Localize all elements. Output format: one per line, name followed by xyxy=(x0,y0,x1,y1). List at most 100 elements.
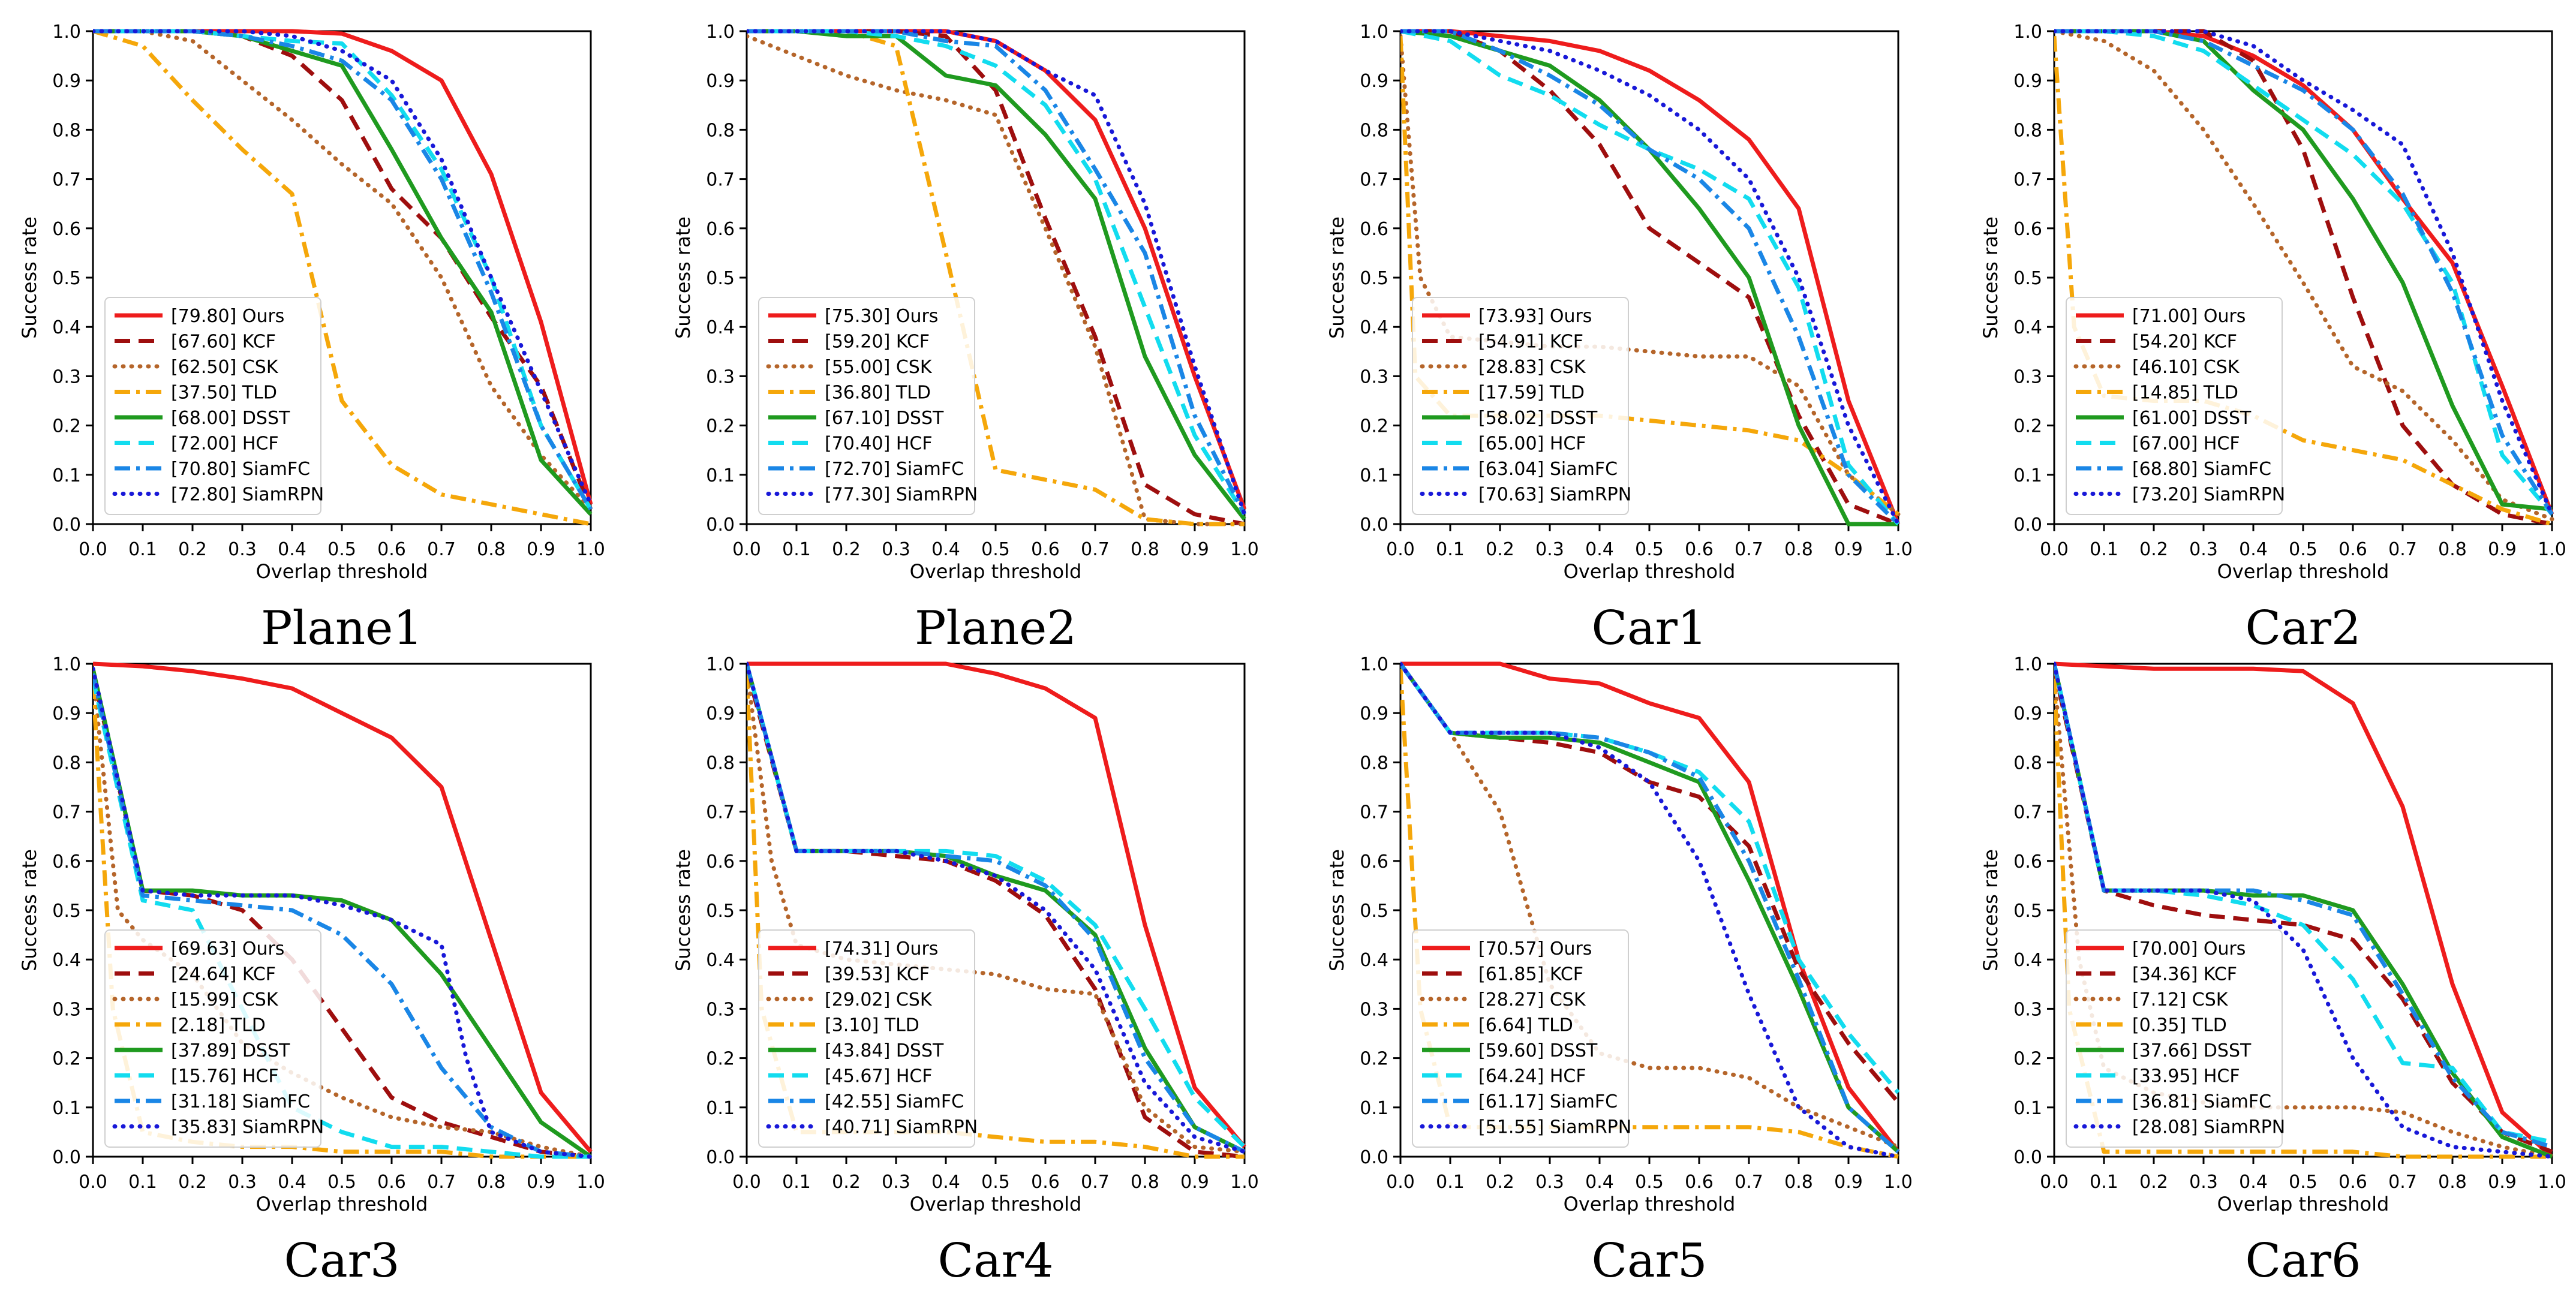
series-line-csk xyxy=(747,34,1247,526)
x-tick-label: 0.5 xyxy=(1635,539,1664,560)
legend-entry: [70.00] Ours xyxy=(2132,938,2246,959)
series-line-ours xyxy=(747,661,1246,1148)
y-axis-label: Success rate xyxy=(1325,216,1348,339)
legend-entry: [6.64] TLD xyxy=(1478,1015,1573,1036)
legend-entry: [63.04] SiamFC xyxy=(1478,459,1618,480)
legend-entry: [72.00] HCF xyxy=(171,434,279,455)
x-tick-label: 0.0 xyxy=(79,1172,107,1193)
x-axis-label: Overlap threshold xyxy=(910,1193,1082,1215)
x-tick-label: 0.7 xyxy=(1735,539,1763,560)
legend-entry: [61.17] SiamFC xyxy=(1478,1091,1618,1112)
series-line-tld xyxy=(93,29,591,526)
x-tick-label: 0.9 xyxy=(1834,539,1863,560)
y-tick-label: 0.2 xyxy=(2013,416,2042,437)
x-tick-label: 0.8 xyxy=(1784,539,1813,560)
series-lines xyxy=(93,661,593,1159)
series-line-siamfc xyxy=(2054,663,2553,1149)
x-tick-label: 0.3 xyxy=(1535,539,1564,560)
y-tick-label: 0.5 xyxy=(706,268,735,289)
y-axis-label: Success rate xyxy=(18,216,41,339)
legend-entry: [54.91] KCF xyxy=(1478,332,1583,353)
legend: [74.31] Ours [39.53] KCF [29.02] CSK [3.10]… xyxy=(758,929,978,1148)
legend-box xyxy=(758,929,975,1148)
y-tick-label: 0.3 xyxy=(2013,366,2042,387)
x-tick-label: 0.0 xyxy=(2040,1172,2069,1193)
series-line-siamrpn xyxy=(2054,29,2554,517)
x-tick-label: 0.8 xyxy=(2438,539,2467,560)
chart-panel-car2: 0.0 0.1 0.2 0.3 0.4 0.5 0.6 0.7 0.8 0.9 1.0 0.0 0.1 0… xyxy=(1979,22,2566,655)
x-axis-label: Overlap threshold xyxy=(256,560,428,583)
x-tick-label: 0.0 xyxy=(732,539,761,560)
x-tick-label: 0.6 xyxy=(1685,539,1714,560)
x-tick-label: 0.9 xyxy=(527,1172,555,1193)
legend-entry: [37.50] TLD xyxy=(171,383,277,404)
legend-entry: [68.00] DSST xyxy=(171,408,290,429)
chart-panel-plane2: 0.0 0.1 0.2 0.3 0.4 0.5 0.6 0.7 0.8 0.9 1.0 0.0 0.1 0… xyxy=(672,22,1259,655)
legend-entry: [37.89] DSST xyxy=(171,1040,290,1061)
panel-caption: Plane2 xyxy=(915,601,1077,655)
y-tick-label: 0.2 xyxy=(52,416,81,437)
chart-panel-car1: 0.0 0.1 0.2 0.3 0.4 0.5 0.6 0.7 0.8 0.9 1.0 0.0 0.1 0… xyxy=(1325,22,1913,655)
y-tick-label: 0.1 xyxy=(706,465,735,486)
legend: [75.30] Ours [59.20] KCF [55.00] CSK [36.80… xyxy=(758,297,978,515)
y-tick-label: 0.6 xyxy=(2013,219,2042,240)
x-tick-label: 1.0 xyxy=(576,539,605,560)
y-tick-label: 0.0 xyxy=(706,514,735,535)
series-line-csk xyxy=(93,29,593,511)
y-tick-label: 0.7 xyxy=(52,170,81,191)
y-tick-label: 0.1 xyxy=(1360,465,1388,486)
x-tick-label: 0.1 xyxy=(128,1172,157,1193)
x-tick-label: 0.5 xyxy=(981,1172,1010,1193)
y-axis-label: Success rate xyxy=(1325,849,1348,971)
x-tick-label: 0.7 xyxy=(427,1172,456,1193)
x-tick-label: 0.7 xyxy=(1081,539,1110,560)
panel-caption: Car4 xyxy=(937,1234,1053,1288)
y-tick-label: 0.1 xyxy=(1360,1098,1388,1119)
y-axis-label: Success rate xyxy=(672,216,695,339)
x-axis-label: Overlap threshold xyxy=(2217,1193,2389,1215)
legend-entry: [46.10] CSK xyxy=(2132,357,2240,378)
x-tick-label: 0.0 xyxy=(732,1172,761,1193)
legend-entry: [51.55] SiamRPN xyxy=(1478,1117,1631,1138)
x-tick-label: 0.8 xyxy=(477,1172,506,1193)
y-tick-label: 1.0 xyxy=(52,22,81,43)
legend-entry: [55.00] CSK xyxy=(825,357,933,378)
legend-box xyxy=(2066,297,2283,515)
series-line-hcf xyxy=(1400,662,1900,1094)
x-axis-label: Overlap threshold xyxy=(910,560,1082,583)
legend-entry: [34.36] KCF xyxy=(2132,964,2237,985)
x-axis-label: Overlap threshold xyxy=(2217,560,2389,583)
series-line-tld xyxy=(747,29,1245,526)
x-tick-label: 0.7 xyxy=(1735,1172,1763,1193)
legend-entry: [58.02] DSST xyxy=(1478,408,1598,429)
x-tick-label: 0.1 xyxy=(782,539,811,560)
x-tick-label: 0.8 xyxy=(1784,1172,1813,1193)
y-tick-label: 1.0 xyxy=(2013,22,2042,43)
x-tick-label: 0.2 xyxy=(1486,539,1514,560)
x-tick-label: 1.0 xyxy=(1230,539,1259,560)
panel-caption: Car1 xyxy=(1591,601,1707,655)
y-tick-label: 0.7 xyxy=(52,802,81,823)
y-tick-label: 0.0 xyxy=(2013,514,2042,535)
x-tick-label: 0.1 xyxy=(1436,1172,1465,1193)
y-tick-label: 0.4 xyxy=(2013,950,2042,971)
y-tick-label: 0.5 xyxy=(52,901,81,922)
series-line-kcf xyxy=(2054,668,2553,1154)
x-tick-label: 0.1 xyxy=(1436,539,1465,560)
x-tick-label: 1.0 xyxy=(1884,539,1913,560)
y-tick-label: 0.4 xyxy=(706,950,735,971)
y-tick-label: 0.0 xyxy=(706,1147,735,1168)
legend: [69.63] Ours [24.64] KCF [15.99] CSK [2.18]… xyxy=(104,929,324,1148)
y-tick-label: 0.6 xyxy=(52,219,81,240)
y-tick-label: 0.5 xyxy=(706,901,735,922)
legend-entry: [43.84] DSST xyxy=(825,1040,944,1061)
legend-entry: [72.70] SiamFC xyxy=(825,459,964,480)
series-lines xyxy=(93,29,593,526)
x-tick-label: 1.0 xyxy=(2538,539,2566,560)
series-line-siamfc xyxy=(2054,29,2554,516)
y-tick-label: 0.0 xyxy=(1360,514,1388,535)
x-tick-label: 0.8 xyxy=(477,539,506,560)
legend-entry: [14.85] TLD xyxy=(2132,383,2238,404)
chart-panel-car3: 0.0 0.1 0.2 0.3 0.4 0.5 0.6 0.7 0.8 0.9 1.0 0.0 0.1 0… xyxy=(18,654,605,1288)
x-tick-label: 0.9 xyxy=(2488,1172,2517,1193)
